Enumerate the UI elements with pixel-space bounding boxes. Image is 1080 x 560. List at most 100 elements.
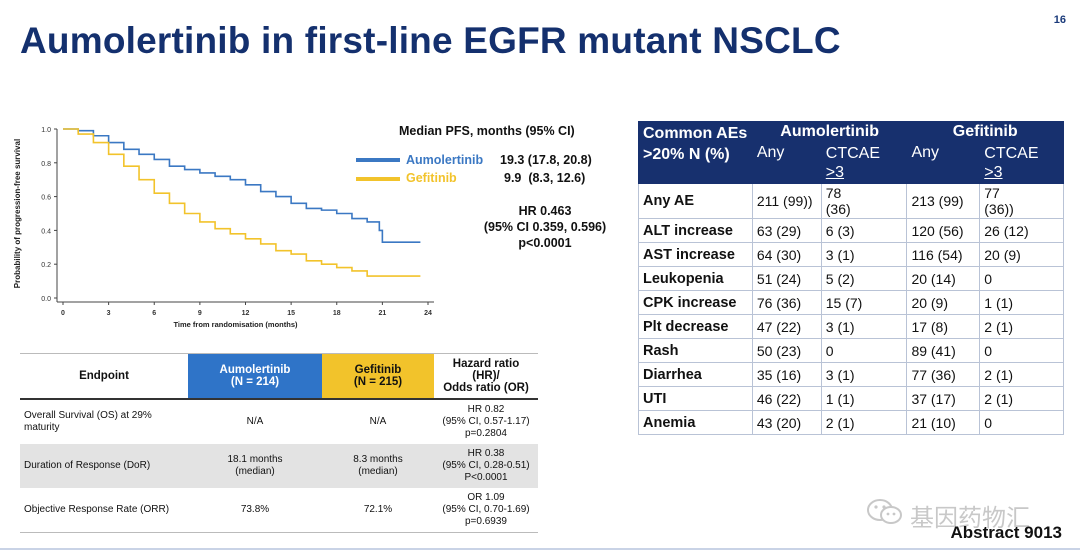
gefitinib-cell: N/A bbox=[369, 416, 387, 427]
aumolertinib-ctcae-cell: 3 (1) bbox=[820, 242, 908, 267]
aumolertinib-ctcae-cell: 6 (3) bbox=[820, 218, 908, 243]
aumolertinib-cell: 18.1 months (median) bbox=[188, 444, 322, 488]
gefitinib-ctcae-cell: 1 (1) bbox=[979, 290, 1064, 315]
endpoint-header: Endpoint bbox=[20, 353, 188, 400]
gefitinib-ctcae-cell: 2 (1) bbox=[979, 362, 1064, 387]
y-tick-label: 0.2 bbox=[41, 262, 51, 269]
aumolertinib-group-header: Aumolertinib bbox=[751, 121, 908, 143]
aumolertinib-any-cell: 43 (20) bbox=[751, 410, 822, 435]
x-tick-label: 9 bbox=[198, 310, 202, 317]
gefitinib-ctcae-cell: 2 (1) bbox=[979, 314, 1064, 339]
aumolertinib-ctcae-cell: 2 (1) bbox=[820, 410, 908, 435]
aumolertinib-any-cell: 35 (16) bbox=[751, 362, 822, 387]
table-row: Overall Survival (OS) at 29% maturity N/… bbox=[20, 399, 538, 444]
hr-line: HR 0.463 bbox=[518, 204, 572, 218]
gefitinib-any-cell: 77 (36) bbox=[906, 362, 981, 387]
y-tick-label: 0.0 bbox=[41, 296, 51, 303]
ratio-cell: HR 0.38 (95% CI, 0.28-0.51) P<0.0001 bbox=[434, 444, 538, 488]
y-tick-label: 0.6 bbox=[41, 195, 51, 202]
legend-value-aumolertinib: 19.3 (17.8, 20.8) bbox=[500, 153, 592, 167]
hazard-ratio-block: HR 0.463 (95% CI 0.359, 0.596) p<0.0001 bbox=[470, 203, 620, 251]
aumolertinib-any-cell: 64 (30) bbox=[751, 242, 822, 267]
aumolertinib-any-cell: 46 (22) bbox=[751, 386, 822, 411]
table-row: Any AE 211 (99)) 78 (36) 213 (99) 77 (36)) bbox=[638, 183, 1064, 219]
watermark-text: 基因药物汇 bbox=[910, 505, 1030, 532]
table-row: Diarrhea 35 (16) 3 (1) 77 (36) 2 (1) bbox=[638, 362, 1064, 387]
aumolertinib-any-cell: 63 (29) bbox=[751, 218, 822, 243]
x-tick-label: 3 bbox=[107, 310, 111, 317]
gefitinib-any-cell: 21 (10) bbox=[906, 410, 981, 435]
ctcae-label: CTCAE bbox=[825, 145, 880, 162]
gefitinib-ctcae-cell: 0 bbox=[979, 410, 1064, 435]
y-tick-label: 0.8 bbox=[41, 161, 51, 168]
aumolertinib-any-cell: 50 (23) bbox=[751, 338, 822, 363]
gefitinib-ctcae-cell: 0 bbox=[979, 266, 1064, 291]
legend-name-gefitinib: Gefitinib bbox=[406, 171, 457, 185]
aumolertinib-ctcae-cell: 78 (36) bbox=[820, 183, 908, 219]
km-chart: 0.0 0.2 0.4 0.6 0.8 1.0 0 3 6 9 12 15 18 21 24 Time fro… bbox=[8, 118, 608, 338]
gefitinib-any-cell: 120 (56) bbox=[906, 218, 981, 243]
aumolertinib-ctcae-cell: 3 (1) bbox=[820, 314, 908, 339]
km-chart-svg: 0.0 0.2 0.4 0.6 0.8 1.0 0 3 6 9 12 15 18 21 24 Time fro… bbox=[13, 127, 434, 329]
ae-column-header: Common AEs >20% N (%) bbox=[638, 121, 753, 184]
ae-name-cell: Leukopenia bbox=[638, 266, 753, 291]
ratio-cell: OR 1.09 (95% CI, 0.70-1.69) p=0.6939 bbox=[434, 488, 538, 533]
gefitinib-any-cell: 20 (14) bbox=[906, 266, 981, 291]
ae-name-cell: CPK increase bbox=[638, 290, 753, 315]
table-row: Anemia 43 (20) 2 (1) 21 (10) 0 bbox=[638, 410, 1064, 435]
table-row: Leukopenia 51 (24) 5 (2) 20 (14) 0 bbox=[638, 266, 1064, 291]
x-tick-label: 0 bbox=[61, 310, 65, 317]
aumolertinib-ctcae-cell: 5 (2) bbox=[820, 266, 908, 291]
slide-title: Aumolertinib in first-line EGFR mutant N… bbox=[20, 20, 841, 61]
ratio-cell: HR 0.82 (95% CI, 0.57-1.17) p=0.2804 bbox=[442, 404, 530, 439]
legend-value-gefitinib: 9.9 (8.3, 12.6) bbox=[504, 171, 586, 185]
y-tick-label: 1.0 bbox=[41, 127, 51, 134]
adverse-events-table: Common AEs >20% N (%) Aumolertinib Gefit… bbox=[638, 121, 1064, 435]
x-tick-label: 6 bbox=[152, 310, 156, 317]
gefitinib-ctcae-cell: 77 (36)) bbox=[979, 183, 1064, 219]
hr-ci-line: (95% CI 0.359, 0.596) bbox=[483, 220, 607, 234]
y-axis-label: Probability of progression-free survival bbox=[13, 139, 22, 288]
aumolertinib-ctcae-cell: 3 (1) bbox=[820, 362, 908, 387]
footer-divider bbox=[0, 548, 1080, 550]
gefitinib-any-cell: 20 (9) bbox=[906, 290, 981, 315]
gefitinib-ctcae-cell: 2 (1) bbox=[979, 386, 1064, 411]
gefitinib-any-cell: 17 (8) bbox=[906, 314, 981, 339]
aumolertinib-ctcae-cell: 1 (1) bbox=[820, 386, 908, 411]
gefitinib-header: Gefitinib (N = 215) bbox=[322, 353, 434, 400]
ae-name-cell: ALT increase bbox=[638, 218, 753, 243]
km-curve-aumolertinib bbox=[63, 128, 421, 244]
aumolertinib-ctcae-cell: 0 bbox=[820, 338, 908, 363]
gefitinib-cell: 8.3 months (median) bbox=[322, 444, 434, 488]
gefitinib-any-cell: 89 (41) bbox=[906, 338, 981, 363]
x-tick-label: 21 bbox=[378, 310, 386, 317]
legend-line-gefitinib bbox=[356, 177, 400, 181]
aumolertinib-header: Aumolertinib (N = 214) bbox=[188, 353, 322, 400]
ctcae-label: CTCAE bbox=[984, 145, 1039, 162]
ae-name-cell: AST increase bbox=[638, 242, 753, 267]
gefitinib-ctcae-header: CTCAE >3 bbox=[979, 142, 1064, 184]
wechat-icon bbox=[867, 499, 902, 524]
legend-line-aumolertinib bbox=[356, 158, 400, 162]
endpoint-cell: Overall Survival (OS) at 29% maturity bbox=[24, 410, 152, 433]
legend-title: Median PFS, months (95% CI) bbox=[399, 124, 575, 138]
x-axis-label: Time from randomisation (months) bbox=[173, 320, 298, 329]
aumolertinib-any-cell: 47 (22) bbox=[751, 314, 822, 339]
x-tick-label: 15 bbox=[287, 310, 295, 317]
table-row: Rash 50 (23) 0 89 (41) 0 bbox=[638, 338, 1064, 363]
km-curve-gefitinib bbox=[63, 128, 421, 277]
aumolertinib-any-header: Any bbox=[751, 142, 822, 184]
endpoint-cell: Duration of Response (DoR) bbox=[20, 444, 188, 488]
table-row: AST increase 64 (30) 3 (1) 116 (54) 20 (9) bbox=[638, 242, 1064, 267]
x-tick-label: 12 bbox=[242, 310, 250, 317]
gefitinib-cell: 72.1% bbox=[322, 488, 434, 533]
aumolertinib-cell: N/A bbox=[246, 416, 264, 427]
ae-name-cell: Rash bbox=[638, 338, 753, 363]
y-tick-label: 0.4 bbox=[41, 228, 51, 235]
ctcae-grade: >3 bbox=[984, 164, 1003, 181]
gefitinib-ctcae-cell: 26 (12) bbox=[979, 218, 1064, 243]
table-row: UTI 46 (22) 1 (1) 37 (17) 2 (1) bbox=[638, 386, 1064, 411]
table-row: ALT increase 63 (29) 6 (3) 120 (56) 26 (12) bbox=[638, 218, 1064, 243]
ratio-header: Hazard ratio (HR)/ Odds ratio (OR) bbox=[434, 353, 538, 400]
table-row: Objective Response Rate (ORR) 73.8% 72.1… bbox=[20, 488, 538, 533]
